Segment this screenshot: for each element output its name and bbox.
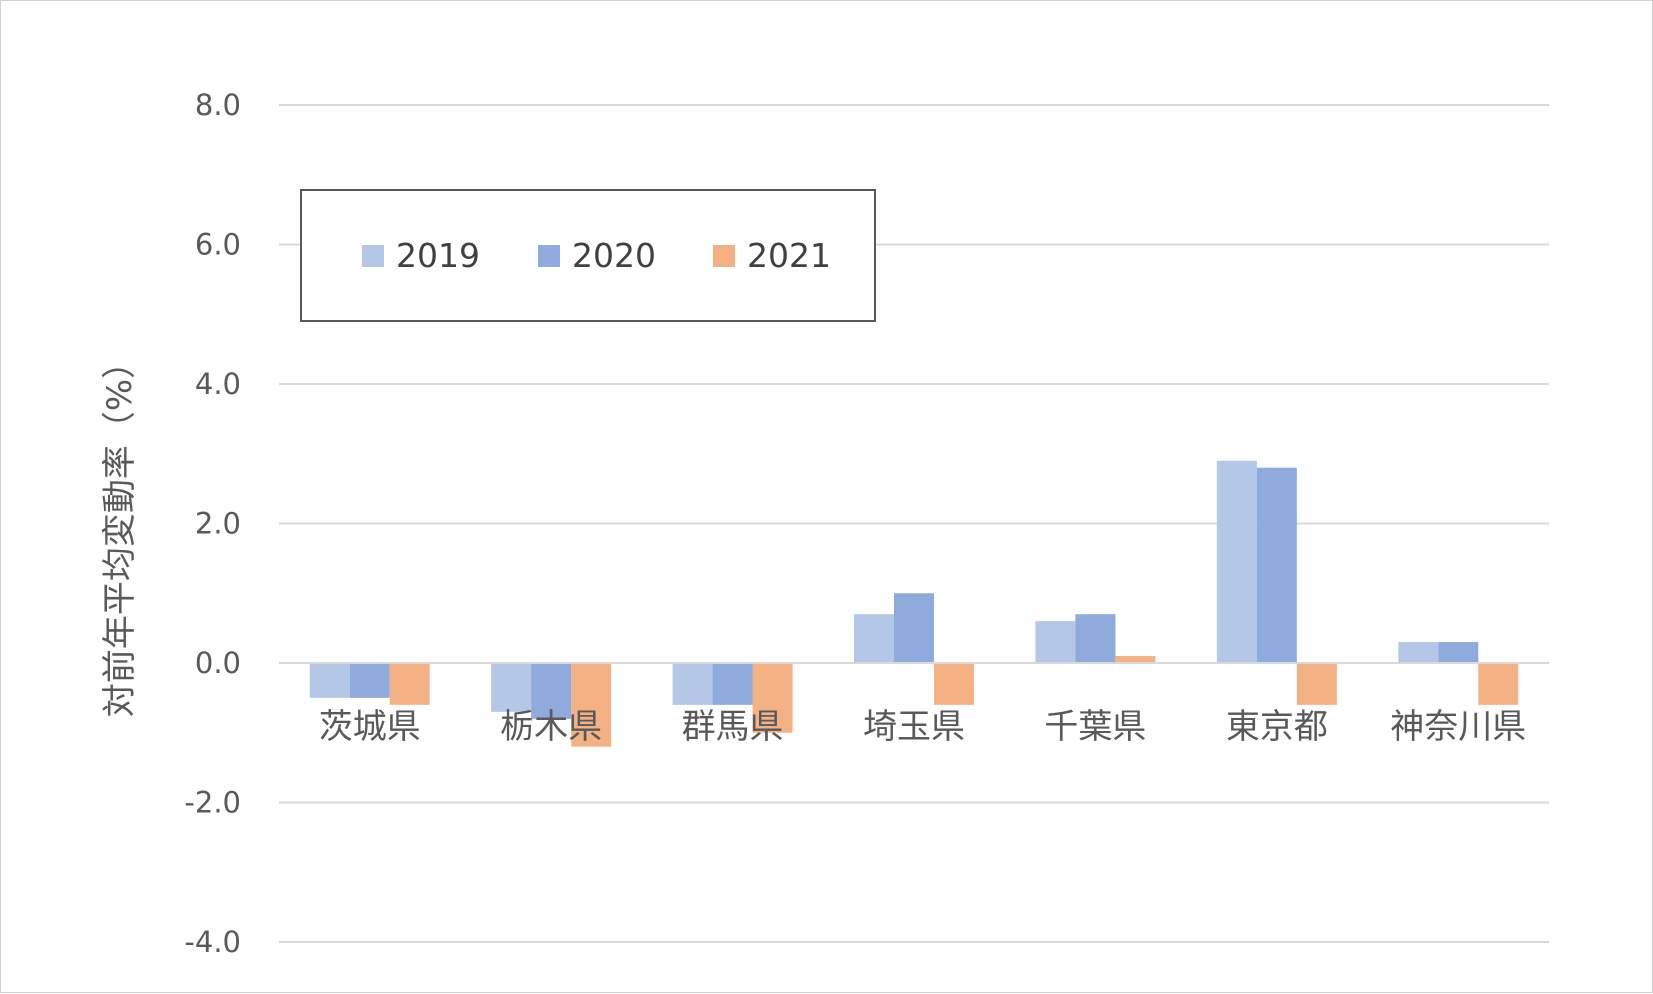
y-axis-title: 対前年平均変動率（%） <box>100 345 140 717</box>
category-label: 千葉県 <box>1044 707 1146 747</box>
legend-box <box>300 189 876 322</box>
bar-2021-3 <box>934 663 974 705</box>
y-tick-label: 6.0 <box>195 228 241 262</box>
legend: 2019 2020 2021 <box>300 189 876 322</box>
bar-2021-0 <box>389 663 430 705</box>
bar-2019-5 <box>1216 460 1257 663</box>
y-tick-label: -4.0 <box>184 925 241 959</box>
legend-label: 2020 <box>572 236 656 275</box>
legend-swatch-2019 <box>362 245 384 267</box>
bar-2020-1 <box>531 663 572 719</box>
bar-2020-3 <box>894 593 934 663</box>
bars <box>279 460 1549 747</box>
bar-2021-4 <box>1115 656 1156 663</box>
legend-label: 2021 <box>747 236 831 275</box>
y-tick-labels: 8.0 6.0 4.0 2.0 0.0 -2.0 -4.0 <box>184 88 241 959</box>
bar-2020-5 <box>1256 467 1297 663</box>
bar-2019-2 <box>672 663 713 705</box>
bar-2020-2 <box>712 663 753 705</box>
y-tick-label: 2.0 <box>195 507 241 541</box>
category-label: 神奈川県 <box>1390 707 1526 747</box>
category-label: 東京都 <box>1226 707 1328 747</box>
bar-2021-2 <box>752 663 793 733</box>
bar-2021-1 <box>571 663 612 747</box>
category-label: 群馬県 <box>682 707 784 747</box>
legend-swatch-2021 <box>713 245 735 267</box>
bar-2020-6 <box>1438 642 1479 663</box>
y-tick-label: -2.0 <box>184 786 241 820</box>
legend-label: 2019 <box>396 236 480 275</box>
bar-2019-4 <box>1035 621 1076 663</box>
legend-swatch-2020 <box>538 245 560 267</box>
bar-2019-1 <box>491 663 532 712</box>
bar-2019-6 <box>1398 642 1439 663</box>
bar-2021-5 <box>1296 663 1337 705</box>
y-tick-label: 4.0 <box>195 367 241 401</box>
bar-2019-0 <box>309 663 350 698</box>
category-label: 埼玉県 <box>863 707 965 747</box>
y-tick-label: 0.0 <box>195 646 241 680</box>
bar-2019-3 <box>854 614 894 663</box>
bar-2021-6 <box>1478 663 1519 705</box>
category-labels: 茨城県 栃木県 群馬県 埼玉県 千葉県 東京都 神奈川県 <box>319 707 1527 747</box>
bar-2020-0 <box>349 663 390 698</box>
bar-2020-4 <box>1075 614 1116 663</box>
category-label: 茨城県 <box>319 707 421 747</box>
y-tick-label: 8.0 <box>195 88 241 122</box>
category-label: 栃木県 <box>500 707 602 747</box>
